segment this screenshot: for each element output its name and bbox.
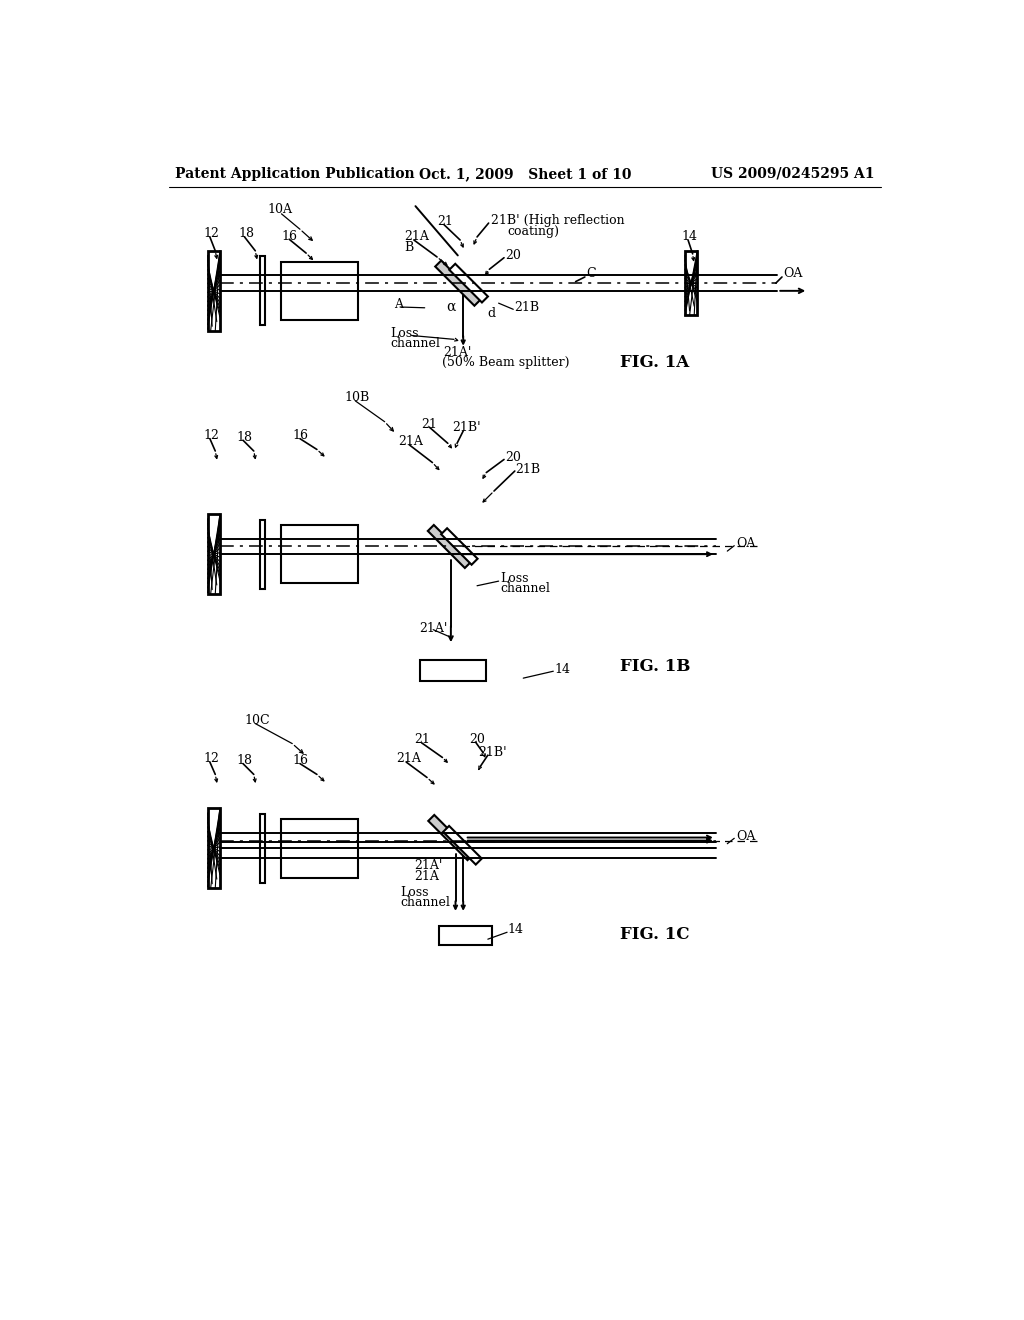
Text: Loss: Loss bbox=[400, 887, 429, 899]
Text: 14: 14 bbox=[508, 924, 524, 936]
Text: 18: 18 bbox=[239, 227, 254, 240]
Text: B: B bbox=[403, 242, 413, 255]
Text: FIG. 1C: FIG. 1C bbox=[621, 927, 690, 942]
Text: 21: 21 bbox=[437, 215, 453, 228]
Text: FIG. 1A: FIG. 1A bbox=[621, 354, 689, 371]
Text: 21A: 21A bbox=[414, 870, 439, 883]
Text: 21: 21 bbox=[422, 417, 437, 430]
Text: 10C: 10C bbox=[245, 714, 270, 727]
Text: d: d bbox=[487, 308, 496, 321]
Bar bbox=[420, 660, 485, 681]
Text: 10B: 10B bbox=[345, 391, 370, 404]
Text: 20: 20 bbox=[506, 249, 521, 261]
Bar bbox=[208, 515, 220, 594]
Text: coating): coating) bbox=[508, 224, 560, 238]
Text: 12: 12 bbox=[204, 227, 219, 240]
Text: OA: OA bbox=[783, 268, 803, 280]
Text: 21A: 21A bbox=[403, 231, 429, 243]
Bar bbox=[281, 525, 357, 583]
Bar bbox=[260, 256, 265, 326]
Bar bbox=[438, 927, 493, 945]
Text: 10A: 10A bbox=[267, 203, 293, 216]
Text: 21A': 21A' bbox=[419, 622, 447, 635]
Text: Loss: Loss bbox=[500, 572, 528, 585]
Text: Patent Application Publication: Patent Application Publication bbox=[175, 166, 415, 181]
Text: channel: channel bbox=[390, 337, 440, 350]
Polygon shape bbox=[450, 264, 487, 302]
Polygon shape bbox=[435, 260, 480, 306]
Text: channel: channel bbox=[400, 896, 450, 909]
Text: 14: 14 bbox=[554, 663, 570, 676]
Text: α: α bbox=[446, 300, 456, 313]
Text: 16: 16 bbox=[292, 429, 308, 442]
Text: OA: OA bbox=[736, 829, 755, 842]
Text: 21A': 21A' bbox=[414, 859, 442, 871]
Text: 14: 14 bbox=[682, 231, 698, 243]
Text: 16: 16 bbox=[292, 754, 308, 767]
Text: 21A: 21A bbox=[398, 436, 423, 449]
Text: 21B': 21B' bbox=[453, 421, 481, 434]
Text: 18: 18 bbox=[237, 430, 253, 444]
Text: Oct. 1, 2009   Sheet 1 of 10: Oct. 1, 2009 Sheet 1 of 10 bbox=[419, 166, 631, 181]
Text: A: A bbox=[394, 298, 402, 312]
Text: 21A: 21A bbox=[396, 752, 421, 766]
Text: C: C bbox=[587, 268, 596, 280]
Text: (50% Beam splitter): (50% Beam splitter) bbox=[441, 356, 569, 370]
Text: Loss: Loss bbox=[390, 326, 419, 339]
Text: 21B' (High reflection: 21B' (High reflection bbox=[490, 214, 625, 227]
Text: 12: 12 bbox=[204, 752, 219, 766]
Text: US 2009/0245295 A1: US 2009/0245295 A1 bbox=[711, 166, 874, 181]
Bar bbox=[260, 520, 265, 589]
Polygon shape bbox=[441, 528, 477, 565]
Polygon shape bbox=[428, 525, 471, 568]
Text: 12: 12 bbox=[204, 429, 219, 442]
Text: 21B: 21B bbox=[514, 301, 540, 314]
Polygon shape bbox=[443, 826, 481, 865]
Bar bbox=[281, 261, 357, 321]
Text: 21A': 21A' bbox=[443, 346, 472, 359]
Bar bbox=[281, 818, 357, 878]
Text: OA: OA bbox=[736, 537, 755, 550]
Bar bbox=[260, 813, 265, 883]
Bar bbox=[208, 251, 220, 331]
Text: 21B: 21B bbox=[515, 463, 541, 477]
Polygon shape bbox=[428, 814, 473, 861]
Text: FIG. 1B: FIG. 1B bbox=[621, 659, 690, 675]
Bar bbox=[208, 808, 220, 888]
Text: 21B': 21B' bbox=[478, 746, 507, 759]
Text: channel: channel bbox=[500, 582, 550, 594]
Bar bbox=[685, 251, 697, 315]
Text: 18: 18 bbox=[237, 754, 253, 767]
Text: 20: 20 bbox=[469, 733, 485, 746]
Text: 16: 16 bbox=[282, 231, 298, 243]
Text: 21: 21 bbox=[414, 733, 430, 746]
Text: 20: 20 bbox=[505, 450, 520, 463]
